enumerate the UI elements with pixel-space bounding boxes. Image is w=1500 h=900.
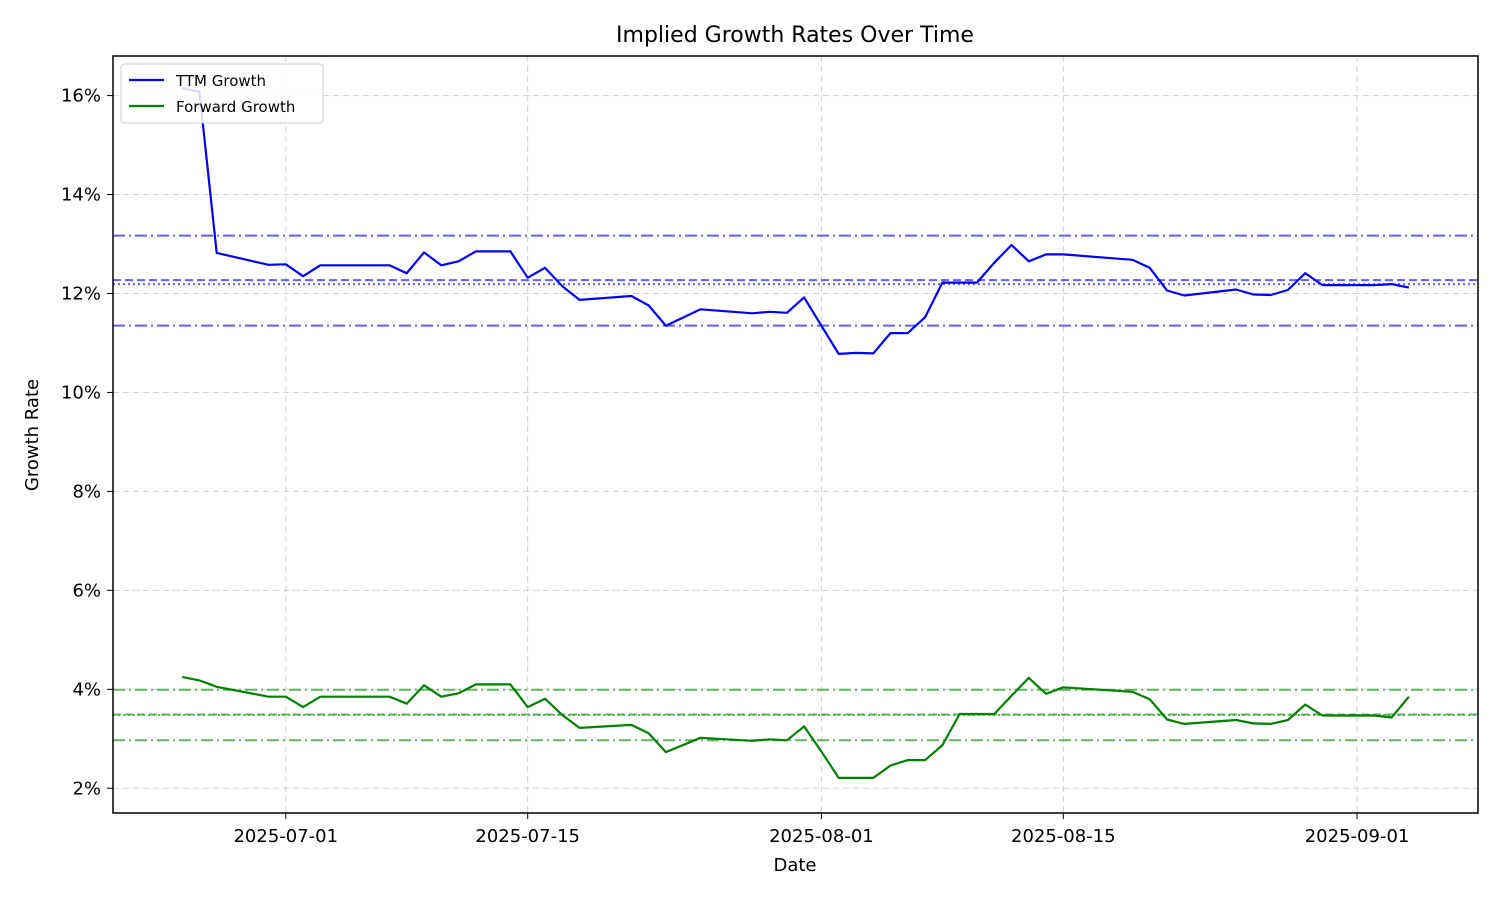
y-tick-label: 12% — [61, 283, 101, 304]
x-tick-label: 2025-07-15 — [475, 826, 580, 847]
y-axis-label: Growth Rate — [22, 379, 43, 491]
series-line-forward-growth — [181, 675, 1410, 780]
y-tick-label: 10% — [61, 382, 101, 403]
y-tick-label: 4% — [72, 679, 101, 700]
x-tick-label: 2025-09-01 — [1305, 826, 1410, 847]
y-axis-ticks: 2% 4% 6% 8% 10% 12% 14% 16% — [61, 86, 113, 799]
y-tick-label: 16% — [61, 86, 101, 107]
y-tick-label: 8% — [72, 481, 101, 502]
legend-label-forward-growth: Forward Growth — [176, 98, 295, 116]
x-tick-label: 2025-08-15 — [1011, 826, 1116, 847]
series-line-ttm-growth — [181, 87, 1410, 355]
y-tick-label: 14% — [61, 185, 101, 206]
y-tick-label: 6% — [72, 580, 101, 601]
series-lines — [181, 87, 1410, 780]
grid — [113, 56, 1478, 813]
legend-label-ttm-growth: TTM Growth — [175, 72, 266, 90]
x-tick-label: 2025-08-01 — [769, 826, 874, 847]
x-axis-label: Date — [773, 855, 816, 876]
plot-frame — [112, 55, 1479, 814]
legend: TTM Growth Forward Growth — [120, 63, 324, 124]
y-tick-label: 2% — [72, 778, 101, 799]
plot-area — [113, 56, 1478, 813]
x-tick-label: 2025-07-01 — [233, 826, 338, 847]
chart-title: Implied Growth Rates Over Time — [616, 23, 974, 48]
legend-box — [120, 63, 324, 124]
x-axis-ticks: 2025-07-01 2025-07-15 2025-08-01 2025-08-15… — [233, 813, 1409, 847]
reference-lines — [113, 234, 1478, 742]
